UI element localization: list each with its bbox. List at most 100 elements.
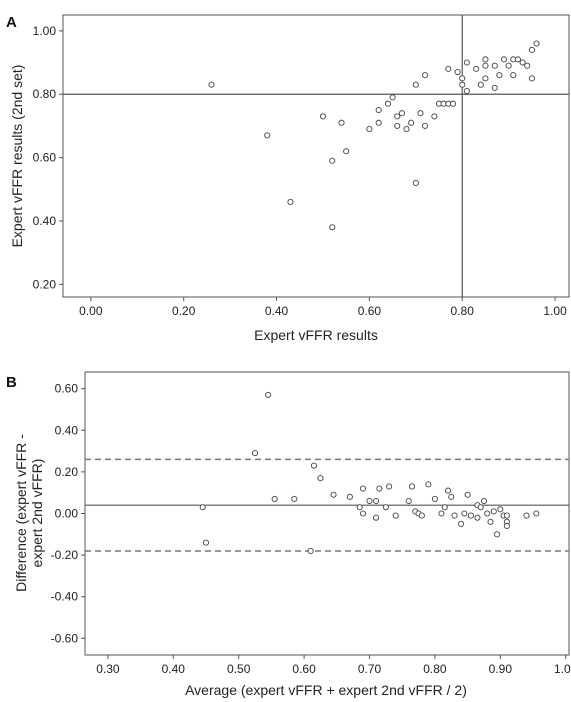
- panel-b-data-point: [346, 493, 353, 500]
- panel-a-data-point: [533, 40, 540, 47]
- panel-a-data-point: [422, 72, 429, 79]
- panel-b-data-point: [310, 462, 317, 469]
- panel-b-data-point: [497, 506, 504, 513]
- panel-a-data-point: [449, 100, 456, 107]
- panel-a-data-point: [403, 126, 410, 133]
- panel-a-y-tick-label: 0.80: [33, 87, 57, 101]
- panel-a-data-point: [528, 46, 535, 53]
- panel-a-data-point: [408, 119, 415, 126]
- panel-b-reference-lines: [85, 458, 569, 552]
- panel-b-data-point: [392, 512, 399, 519]
- panel-a-data-point: [375, 107, 382, 114]
- panel-a-y-axis-label: Expert vFFR results (2nd set): [9, 65, 25, 248]
- panel-a-x-tick-label: 0.00: [79, 304, 103, 318]
- panel-a-data-point: [514, 56, 521, 63]
- panel-a-data-point: [463, 87, 470, 95]
- panel-a-data-point: [329, 157, 336, 164]
- panel-a-data-point: [482, 75, 489, 82]
- panel-b-data-point: [487, 518, 494, 525]
- panel-a-y-tick-label: 0.40: [33, 214, 57, 228]
- panel-b-data-point: [265, 391, 272, 398]
- panel-b-data-point: [252, 450, 259, 457]
- panel-b-x-tick-label: 1.00: [554, 662, 571, 676]
- panel-b-x-tick-label: 0.50: [227, 662, 251, 676]
- panel-a-data-point: [343, 148, 350, 155]
- panel-a-data-point: [319, 113, 327, 120]
- panel-a-data-point: [445, 65, 452, 72]
- panel-b-y-tick-label: 0.40: [55, 423, 79, 437]
- panel-b-data-point: [474, 514, 481, 521]
- panel-b-x-tick-label: 0.90: [489, 662, 513, 676]
- panel-a-data-point: [496, 72, 503, 79]
- panel-b-x-axis-label: Average (expert vFFR + expert 2nd vFFR /…: [185, 682, 467, 698]
- panel-b-y-tick-label: -0.40: [51, 590, 79, 604]
- panel-b-data-point: [382, 504, 389, 511]
- panel-b-bland-altman-plot: B 0.300.400.500.600.700.800.901.000.600.…: [6, 371, 571, 698]
- panel-b-data-point: [464, 491, 471, 498]
- panel-b-data-point: [431, 495, 438, 502]
- panel-b-x-tick-label: 0.60: [292, 662, 316, 676]
- panel-b-y-axis-label-line1: Difference (expert vFFR -: [13, 434, 29, 592]
- panel-a-data-point: [491, 62, 498, 69]
- panel-a-x-axis-label: Expert vFFR results: [254, 327, 378, 343]
- panel-a-data-point: [422, 122, 429, 129]
- panel-b-data-point: [444, 487, 452, 494]
- panel-a-data-point: [366, 126, 373, 133]
- panel-b-data-point: [359, 510, 367, 517]
- panel-a-y-tick-label: 1.00: [33, 24, 57, 38]
- panel-a-data-point: [505, 62, 512, 69]
- panel-a-data-point: [329, 224, 336, 231]
- panel-b-plot-area: [84, 371, 570, 656]
- panel-b-y-tick-label: -0.20: [51, 548, 79, 562]
- panel-a-x-tick-label: 0.40: [265, 304, 289, 318]
- panel-b-data-point: [317, 475, 324, 482]
- panel-b-x-tick-label: 0.40: [162, 662, 186, 676]
- panel-b-data-point: [503, 512, 510, 519]
- panel-a-data-point: [459, 75, 466, 82]
- panel-b-data-point: [484, 510, 491, 517]
- panel-a-plot-area: [62, 14, 570, 298]
- panel-a-data-point: [528, 75, 535, 82]
- panel-a-y-tick-label: 0.20: [33, 277, 57, 291]
- panel-b-data-point: [441, 504, 448, 511]
- panel-a-data-point: [454, 68, 461, 76]
- panel-b-data-point: [451, 512, 458, 519]
- panel-a-data-point: [287, 198, 294, 205]
- panel-a-data-point: [208, 81, 215, 88]
- panel-b-data-point: [366, 497, 373, 505]
- panel-a-x-tick-label: 0.20: [172, 304, 196, 318]
- panel-b-x-tick-label: 0.30: [96, 662, 120, 676]
- panel-b-data-point: [533, 510, 540, 517]
- panel-a-data-point: [264, 132, 271, 139]
- panel-a-data-point: [375, 119, 382, 126]
- panel-b-data-point: [359, 485, 367, 492]
- panel-a-data-point: [384, 100, 392, 107]
- panel-b-data-point: [425, 481, 432, 488]
- panel-a-label: A: [6, 14, 17, 31]
- panel-b-y-axis-label-line2: expert 2nd vFFR): [29, 459, 45, 568]
- panel-b-x-tick-label: 0.80: [423, 662, 447, 676]
- panel-a-data-point: [482, 62, 489, 69]
- panel-a-data-point: [500, 56, 508, 63]
- panel-a-data-point: [394, 113, 401, 120]
- panel-a-data-point: [519, 59, 526, 66]
- panel-b-x-tick-label: 0.70: [358, 662, 382, 676]
- panel-b-data-point: [448, 493, 455, 500]
- panel-b-y-tick-label: 0.20: [55, 465, 79, 479]
- panel-b-label: B: [6, 374, 17, 391]
- panel-b-data-point: [405, 497, 412, 505]
- panel-b-data-point: [523, 512, 530, 519]
- panel-b-data-point: [494, 531, 501, 538]
- panel-a-points: [208, 40, 540, 231]
- panel-b-data-point: [458, 520, 465, 527]
- panel-b-y-tick-label: -0.60: [51, 631, 79, 645]
- panel-b-data-point: [408, 483, 416, 490]
- panel-b-data-point: [503, 522, 510, 530]
- panel-a-reference-lines: [63, 15, 569, 297]
- panel-b-data-point: [490, 508, 497, 515]
- panel-b-data-point: [418, 512, 425, 519]
- panel-a-x-tick-label: 1.00: [543, 304, 567, 318]
- panel-b-points: [199, 391, 540, 555]
- panel-a-ticks: 0.00 0.20 0.40 0.60 0.80 1.00 0.20 0.40 0.60 0.80…: [33, 24, 567, 318]
